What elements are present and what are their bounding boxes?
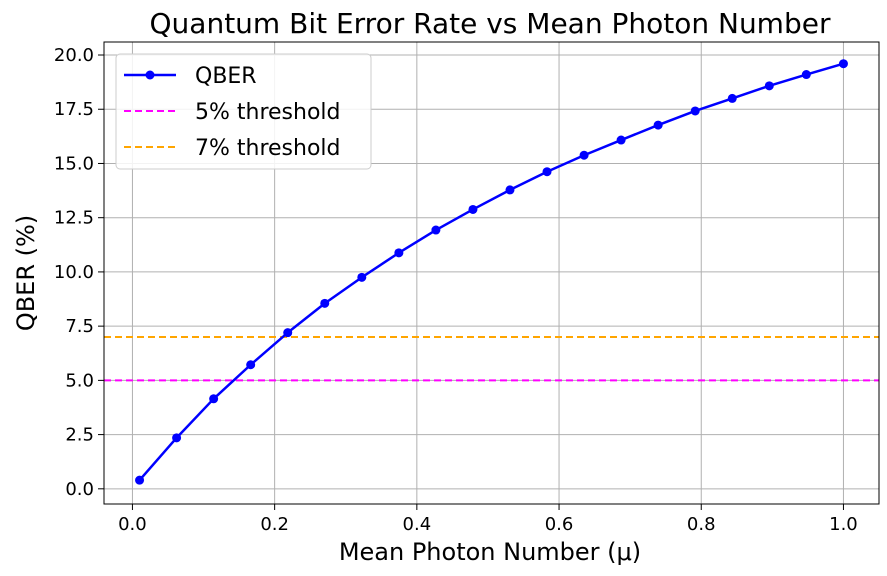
y-tick-label: 15.0 [54,153,94,174]
data-point [394,248,404,258]
legend-box [115,53,372,170]
data-point [764,81,774,91]
x-tick-label: 0.6 [545,514,574,535]
data-point [209,394,219,404]
y-tick-label: 17.5 [54,99,94,120]
series-line-0 [138,62,844,481]
y-tick-label: 20.0 [54,45,94,66]
chart-title: Quantum Bit Error Rate vs Mean Photon Nu… [150,7,831,40]
series-layer [135,59,848,485]
data-point [653,120,663,130]
x-tick-label: 1.0 [829,514,858,535]
data-point [579,150,589,160]
data-point [542,167,552,177]
threshold-lines [104,335,879,382]
data-point [468,204,478,214]
x-axis-label: Mean Photon Number (μ) [339,538,641,566]
y-tick-label: 2.5 [65,425,94,446]
x-tick-label: 0.0 [118,514,147,535]
y-tick-label: 10.0 [54,262,94,283]
data-point [283,328,293,338]
legend-qber-marker [145,70,155,80]
legend-7pct-label: 7% threshold [195,136,341,161]
legend: QBER 5% threshold 7% threshold [115,53,372,170]
grid-lines [104,42,879,504]
y-tick-label: 12.5 [54,208,94,229]
x-tick-label: 0.8 [687,514,716,535]
data-point [246,360,256,370]
data-point [357,272,367,282]
data-point [135,475,145,485]
legend-qber-label: QBER [195,64,257,89]
data-point [172,433,182,443]
data-point [320,298,330,308]
legend-5pct-label: 5% threshold [195,100,341,125]
x-tick-label: 0.4 [403,514,432,535]
data-point [838,59,848,69]
x-tick-label: 0.2 [260,514,289,535]
y-axis-label: QBER (%) [12,215,40,331]
data-point [690,106,700,116]
y-tick-label: 7.5 [65,316,94,337]
plot-frame [103,41,880,505]
y-tick-label: 5.0 [65,370,94,391]
y-tick-label: 0.0 [65,479,94,500]
data-point [727,93,737,103]
data-point [801,70,811,80]
axis-ticks: 0.0 0.2 0.4 0.6 0.8 1.0 0.0 2.5 5.0 7.5 10.0 12.5 15… [54,45,858,535]
data-point [616,135,626,145]
data-point [431,225,441,235]
data-point [505,185,515,195]
